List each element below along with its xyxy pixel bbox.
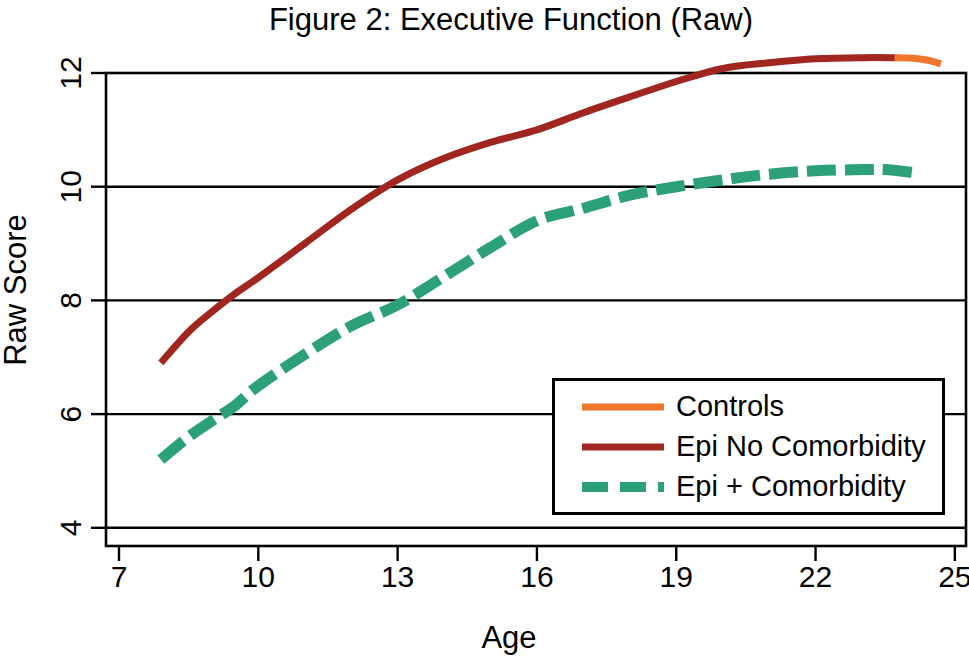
x-tick-label: 7 xyxy=(111,560,128,593)
chart-canvas: 7 10 13 16 19 22 25 4 6 8 10 12 xyxy=(0,0,969,658)
series-line-controls xyxy=(895,58,941,64)
legend: Controls Epi No Comorbidity Epi + Comorb… xyxy=(552,378,945,515)
y-tick-label: 8 xyxy=(54,292,87,309)
x-tick-label: 16 xyxy=(520,560,553,593)
legend-swatch-epi-no-comorbidity xyxy=(581,440,665,454)
legend-swatch-controls xyxy=(581,400,665,414)
legend-label: Controls xyxy=(676,392,784,421)
y-axis-label: Raw Score xyxy=(0,214,34,366)
y-tick-label: 4 xyxy=(54,519,87,536)
x-tick-label: 10 xyxy=(242,560,275,593)
legend-label: Epi + Comorbidity xyxy=(676,472,906,501)
legend-item: Controls xyxy=(555,387,942,427)
x-tick-label: 13 xyxy=(381,560,414,593)
y-tick-label: 6 xyxy=(54,406,87,423)
legend-item: Epi + Comorbidity xyxy=(555,467,942,507)
x-tick-label: 25 xyxy=(938,560,969,593)
x-axis-label: Age xyxy=(481,620,536,656)
x-tick-label: 19 xyxy=(660,560,693,593)
figure: Figure 2: Executive Function (Raw) 71013… xyxy=(0,0,969,658)
y-tick-label: 10 xyxy=(54,170,87,203)
y-tick-label: 12 xyxy=(54,56,87,89)
legend-label: Epi No Comorbidity xyxy=(676,432,926,461)
legend-swatch-epi-plus-comorbidity xyxy=(581,480,665,494)
legend-item: Epi No Comorbidity xyxy=(555,427,942,467)
x-tick-label: 22 xyxy=(799,560,832,593)
series-line-epi-no-comorbidity xyxy=(161,58,897,363)
